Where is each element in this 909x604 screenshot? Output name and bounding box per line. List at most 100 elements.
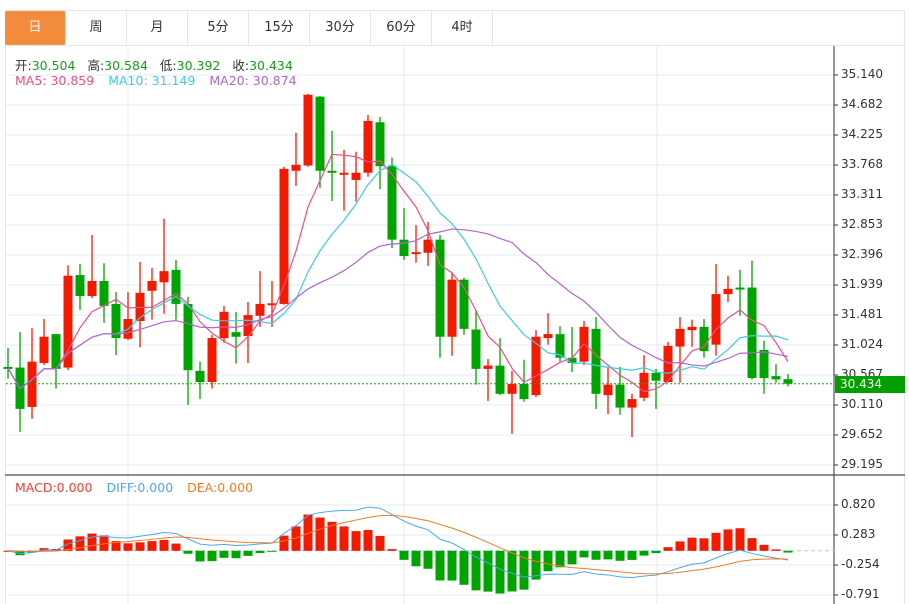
candle-up [207,338,217,383]
candle-up [255,303,265,316]
macd-histogram-bar [675,541,685,551]
candle-up [723,288,733,295]
candle-down [435,239,445,337]
macd-histogram-bar [615,550,625,561]
candle-up [87,280,97,297]
macd-histogram-bar [111,541,121,551]
macd-tick-label: -0.254 [841,556,880,571]
candle-down [747,287,757,379]
macd-histogram-bar [663,547,673,551]
candle-down [615,384,625,408]
macd-tick-label: -0.791 [841,587,880,602]
high-label: 高: [87,58,105,73]
candle-down [375,122,385,167]
tab-30min[interactable]: 30分 [310,11,371,45]
tab-15min[interactable]: 15分 [249,11,310,45]
tab-day[interactable]: 日 [5,11,66,45]
macd-histogram-bar [159,539,169,551]
macd-histogram-bar [339,526,349,551]
macd-histogram-bar [603,550,613,560]
candle-up [603,384,613,396]
candle-up [219,311,229,339]
macd-histogram-bar [687,537,697,551]
macd-histogram-bar [579,550,589,558]
macd-histogram-bar [639,550,649,556]
macd-histogram-bar [267,550,277,552]
macd-histogram-bar [399,550,409,560]
macd-histogram-bar [387,549,397,551]
macd-tick-label: 0.820 [841,496,876,511]
candle-up [147,280,157,291]
macd-histogram-bar [567,550,577,565]
ma20-value: MA20: 30.874 [209,73,297,88]
candle-up [303,94,313,166]
macd-histogram-bar [759,544,769,551]
macd-histogram-bar [495,550,505,594]
macd-histogram-bar [699,538,709,551]
macd-histogram-bar [15,550,25,556]
candle-up [411,252,421,255]
candle-down [699,326,709,352]
ma5-value: MA5: 30.859 [15,73,95,88]
open-value: 30.504 [31,58,76,73]
price-tick-label: 29.195 [841,456,883,471]
price-tick-label: 31.481 [841,307,883,322]
macd-histogram-bar [423,550,433,569]
candle-down [99,280,109,306]
macd-histogram-bar [723,529,733,551]
macd-histogram-bar [99,535,109,551]
macd-tick-label: 0.283 [841,526,876,541]
macd-histogram-bar [627,550,637,560]
candle-down [771,376,781,380]
candle-down [75,275,85,297]
tab-month[interactable]: 月 [127,11,188,45]
price-tick-label: 34.682 [841,97,883,112]
macd-histogram-bar [291,526,301,551]
macd-histogram-bar [543,550,553,572]
macd-histogram-bar [303,514,313,551]
candle-down [51,334,61,369]
candle-down [471,329,481,369]
tab-4hour[interactable]: 4时 [432,11,493,45]
price-tick-label: 29.652 [841,427,883,441]
macd-histogram-bar [555,550,565,568]
low-label: 低: [159,58,177,73]
tab-week[interactable]: 周 [66,11,127,45]
candle-up [531,336,541,396]
candle-down [387,166,397,240]
candle-up [339,172,349,175]
diff-value: DIFF:0.000 [106,480,174,495]
candle-up [279,168,289,304]
macd-histogram-bar [651,550,661,554]
open-label: 开: [15,58,32,73]
macd-histogram-bar [195,550,205,562]
candle-up [39,336,49,363]
close-label: 收: [232,58,250,73]
price-tick-label: 33.768 [841,157,883,171]
ohlc-legend: 开:30.504 高:30.584 低:30.392 收:30.434 [15,55,301,74]
candle-down [3,366,13,369]
macd-histogram-bar [591,550,601,560]
macd-histogram-bar [327,521,337,551]
candle-up [675,328,685,347]
macd-histogram-bar [123,543,133,551]
candle-down [171,269,181,304]
tab-5min[interactable]: 5分 [188,11,249,45]
candle-down [399,239,409,257]
tab-60min[interactable]: 60分 [371,11,432,45]
macd-value: MACD:0.000 [15,480,93,495]
macd-histogram-bar [447,550,457,581]
macd-histogram-bar [255,550,265,554]
candle-down [519,383,529,400]
macd-histogram-bar [471,550,481,591]
candle-down [195,370,205,383]
candle-up [159,271,169,283]
macd-histogram-bar [219,550,229,558]
macd-histogram-bar [315,517,325,551]
candle-up [63,275,73,368]
candle-down [231,332,241,337]
macd-histogram-bar [519,550,529,590]
macd-histogram-bar [711,532,721,551]
macd-histogram-bar [771,549,781,551]
